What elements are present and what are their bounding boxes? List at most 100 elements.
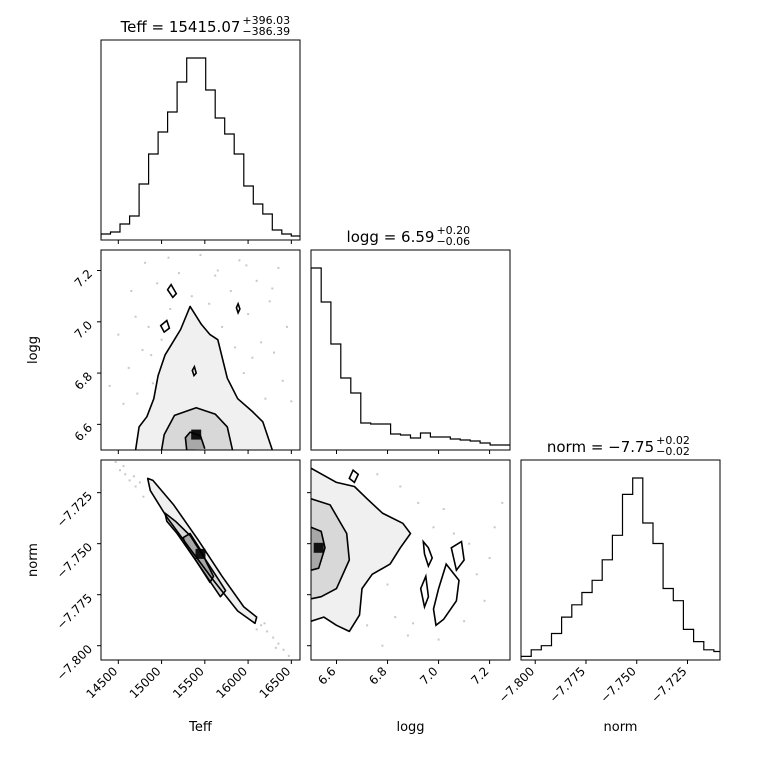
contour-island <box>432 562 460 627</box>
contour-island <box>166 283 178 299</box>
y-tick-label-logg: 7.2 <box>72 267 95 290</box>
scatter-point <box>242 372 245 375</box>
scatter-point <box>150 354 153 357</box>
scatter-point <box>386 583 389 586</box>
contour-line <box>184 431 206 450</box>
scatter-point <box>134 485 137 488</box>
contour-line <box>146 477 258 625</box>
title-error-minus-teff: −386.39 <box>242 25 290 38</box>
x-axis-label-logg: logg <box>396 720 424 735</box>
scatter-point <box>124 473 127 476</box>
scatter-point <box>468 542 471 545</box>
scatter-point <box>376 473 379 476</box>
x-tick-label-teff: 15500 <box>170 664 207 701</box>
x-tick-label-teff: 16500 <box>257 664 294 701</box>
scatter-point <box>406 634 409 637</box>
scatter-point <box>208 302 211 305</box>
scatter-point <box>475 573 478 576</box>
panel-frame-teff-logg <box>100 249 301 451</box>
contour-island <box>191 364 198 378</box>
scatter-point <box>214 274 217 277</box>
scatter-point <box>144 261 147 264</box>
x-axis-label-teff: Teff <box>188 720 213 735</box>
y-tick-label-norm: −7.775 <box>54 591 95 632</box>
scatter-point <box>493 526 496 529</box>
scatter-point <box>366 624 369 627</box>
y-tick-label-logg: 7.0 <box>72 318 95 341</box>
scatter-point <box>169 308 172 310</box>
histogram-logg <box>311 267 510 448</box>
scatter-point <box>234 346 237 349</box>
panel-frame-logg <box>310 249 511 451</box>
contour-line <box>134 305 274 450</box>
y-tick-label-norm: −7.800 <box>54 642 95 683</box>
contour-island <box>419 573 430 610</box>
scatter-point <box>138 481 141 484</box>
histogram-teff <box>101 57 300 238</box>
scatter-point <box>488 557 491 559</box>
histogram-step-logg <box>311 267 510 448</box>
y-tick-label-logg: 6.6 <box>72 421 95 444</box>
x-tick-label-norm: −7.800 <box>496 664 537 705</box>
y-tick-label-logg: 6.8 <box>72 369 95 392</box>
panel-frame-teff-norm <box>100 459 301 661</box>
y-tick-label-norm: −7.750 <box>54 540 95 581</box>
contour-line <box>311 467 412 633</box>
scatter-point <box>119 469 121 472</box>
scatter-point <box>417 501 420 504</box>
panel-title-norm: norm = −7.75 <box>547 438 654 456</box>
scatter-point <box>442 508 445 510</box>
histogram-step-norm <box>521 477 720 658</box>
x-tick-label-logg: 7.2 <box>468 664 491 687</box>
scatter-point <box>264 397 267 400</box>
scatter-point <box>108 384 111 387</box>
density-peak <box>313 542 324 553</box>
scatter-point <box>247 313 250 316</box>
contour-island <box>348 468 360 484</box>
scatter-point <box>177 272 180 275</box>
scatter-point <box>437 638 440 641</box>
scatter-point <box>216 269 219 272</box>
x-tick-label-logg: 7.0 <box>417 664 440 687</box>
density-panel-teff-logg <box>108 254 293 450</box>
scatter-point <box>274 646 277 649</box>
scatter-point <box>260 341 263 344</box>
density-fill <box>311 468 411 632</box>
contour-island <box>235 301 241 315</box>
scatter-point <box>255 628 258 631</box>
x-tick-label-teff: 16000 <box>213 664 250 701</box>
scatter-point <box>127 366 130 369</box>
x-tick-label-logg: 6.6 <box>315 664 338 687</box>
scatter-point <box>251 356 254 359</box>
scatter-point <box>399 485 402 488</box>
scatter-point <box>282 648 285 651</box>
scatter-point <box>190 295 193 298</box>
scatter-point <box>229 290 232 292</box>
scatter-point <box>281 379 284 382</box>
scatter-point <box>156 282 159 285</box>
scatter-point <box>117 333 120 336</box>
scatter-point <box>245 264 248 267</box>
scatter-point <box>132 475 135 478</box>
scatter-point <box>167 256 170 259</box>
panel-frame-logg-norm <box>310 459 511 661</box>
histogram-norm <box>521 477 720 658</box>
scatter-point <box>221 325 224 328</box>
scatter-point <box>452 532 455 535</box>
title-error-minus-logg: −0.06 <box>436 235 470 248</box>
scatter-point <box>287 654 290 657</box>
panel-title-logg: logg = 6.59 <box>347 228 435 246</box>
scatter-point <box>483 599 486 602</box>
panel-frame-norm <box>520 459 721 661</box>
scatter-point <box>277 642 280 645</box>
density-fill <box>135 306 273 450</box>
x-tick-label-teff: 14500 <box>84 664 121 701</box>
x-tick-label-norm: −7.775 <box>547 664 588 705</box>
density-panel-teff-norm <box>114 461 290 657</box>
scatter-point <box>266 630 269 633</box>
x-tick-label-teff: 15000 <box>127 664 164 701</box>
title-error-plus-logg: +0.20 <box>436 224 470 237</box>
contour-island <box>422 539 434 569</box>
scatter-point <box>134 315 137 318</box>
